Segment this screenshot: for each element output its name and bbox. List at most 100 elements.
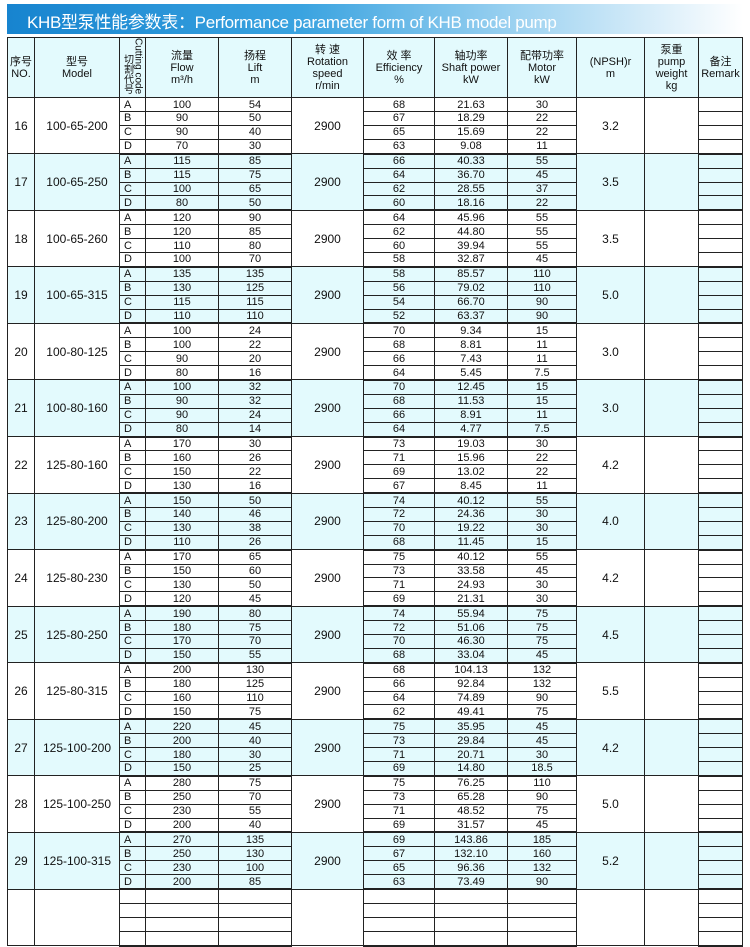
lift-value: 100 [218, 860, 292, 876]
shaft-power-value: 104.13 [434, 662, 508, 678]
performance-table: 序号 NO. 型号 Model 切割代号Cutting code 流量 Flow m³/… [7, 36, 743, 947]
lift-value: 125 [218, 676, 292, 692]
row-number: 19 [7, 266, 35, 324]
shaft-power-value: 15.96 [434, 450, 508, 466]
lift-value [218, 916, 292, 932]
motor-value: 55 [507, 153, 577, 169]
flow-value: 110 [145, 308, 219, 325]
motor-value: 11 [507, 407, 577, 423]
efficiency-value: 70 [363, 634, 435, 649]
cutting-code: A [119, 153, 146, 169]
remark-cell [698, 238, 743, 253]
flow-value: 150 [145, 704, 219, 721]
pump-weight [644, 549, 699, 607]
flow-value: 170 [145, 436, 219, 452]
model-name: 100-80-125 [34, 322, 120, 381]
row-number: 24 [7, 549, 35, 607]
row-number: 29 [7, 831, 35, 890]
npsh-value: 5.5 [576, 662, 645, 720]
efficiency-value: 71 [363, 747, 435, 763]
cutting-code: D [119, 647, 146, 664]
cutting-code: C [119, 803, 146, 819]
table-row [7, 888, 743, 947]
cutting-code: D [119, 195, 146, 212]
remark-cell [698, 97, 743, 113]
rotation-speed: 2900 [291, 718, 364, 777]
flow-value: 150 [145, 492, 219, 508]
flow-value: 80 [145, 421, 219, 438]
remark-cell [698, 436, 743, 452]
cutting-code: A [119, 492, 146, 508]
lift-value: 60 [218, 563, 292, 579]
cutting-code: D [119, 478, 146, 495]
motor-value: 75 [507, 605, 577, 622]
efficiency-value: 58 [363, 251, 435, 268]
motor-value [507, 916, 577, 932]
table-row: D 150 55 68 33.04 45 [8, 647, 743, 664]
remark-cell [698, 322, 743, 339]
cutting-code [119, 902, 146, 918]
rotation-speed: 2900 [291, 605, 364, 664]
header-label: 切割代号 [121, 54, 133, 95]
header-label: 效 率 [386, 49, 412, 62]
flow-value [145, 916, 219, 932]
flow-value: 115 [145, 167, 219, 183]
lift-value: 30 [218, 747, 292, 763]
header-label: 备注 [709, 55, 732, 68]
motor-value: 30 [507, 577, 577, 593]
motor-value: 30 [507, 520, 577, 536]
lift-value: 20 [218, 351, 292, 367]
rotation-speed: 2900 [291, 379, 364, 438]
shaft-power-value: 49.41 [434, 704, 508, 721]
model-name: 100-65-200 [34, 97, 120, 155]
model-name: 125-100-200 [34, 718, 120, 777]
lift-value: 25 [218, 761, 292, 777]
efficiency-value: 70 [363, 322, 435, 339]
pump-weight [644, 379, 699, 438]
table-row: B 150 60 73 33.58 45 [8, 563, 743, 579]
shaft-power-value: 18.16 [434, 195, 508, 212]
rotation-speed: 2900 [291, 549, 364, 607]
remark-cell [698, 407, 743, 423]
header-remark: 备注 Remark [698, 36, 743, 99]
flow-value: 135 [145, 266, 219, 282]
shaft-power-value: 79.02 [434, 280, 508, 296]
lift-value: 22 [218, 337, 292, 353]
shaft-power-value: 5.45 [434, 365, 508, 381]
npsh-value: 3.0 [576, 379, 645, 438]
remark-cell [698, 549, 743, 565]
table-row: C 115 115 54 66.70 90 [8, 294, 743, 310]
shaft-power-value [434, 888, 508, 904]
flow-value: 100 [145, 337, 219, 353]
remark-cell [698, 379, 743, 395]
cutting-code: B [119, 846, 146, 862]
flow-value: 90 [145, 407, 219, 423]
flow-value: 120 [145, 591, 219, 608]
model-name [34, 888, 120, 947]
remark-cell [698, 478, 743, 495]
table-row: B 130 125 56 79.02 110 [8, 280, 743, 296]
header-label: 转 速 [314, 43, 341, 56]
flow-value: 120 [145, 224, 219, 240]
remark-cell [698, 421, 743, 438]
remark-cell [698, 111, 743, 126]
motor-value: 45 [507, 251, 577, 268]
table-row: 27 125-100-200 A 220 45 2900 75 35.95 45 4.2 [7, 718, 743, 777]
lift-value: 55 [218, 647, 292, 664]
flow-value: 200 [145, 874, 219, 891]
flow-value: 200 [145, 733, 219, 749]
remark-cell [698, 520, 743, 536]
cutting-code: D [119, 761, 146, 777]
motor-value: 55 [507, 209, 577, 226]
remark-cell [698, 337, 743, 353]
header-efficiency: 效 率 Efficiency% [363, 36, 435, 99]
cutting-code: A [119, 209, 146, 226]
shaft-power-value: 55.94 [434, 605, 508, 622]
lift-value: 130 [218, 846, 292, 862]
table-row: D 80 50 60 18.16 22 [8, 195, 743, 212]
efficiency-value: 73 [363, 733, 435, 749]
cutting-code: B [119, 337, 146, 353]
remark-cell [698, 676, 743, 692]
shaft-power-value: 40.33 [434, 153, 508, 169]
flow-value: 150 [145, 761, 219, 777]
